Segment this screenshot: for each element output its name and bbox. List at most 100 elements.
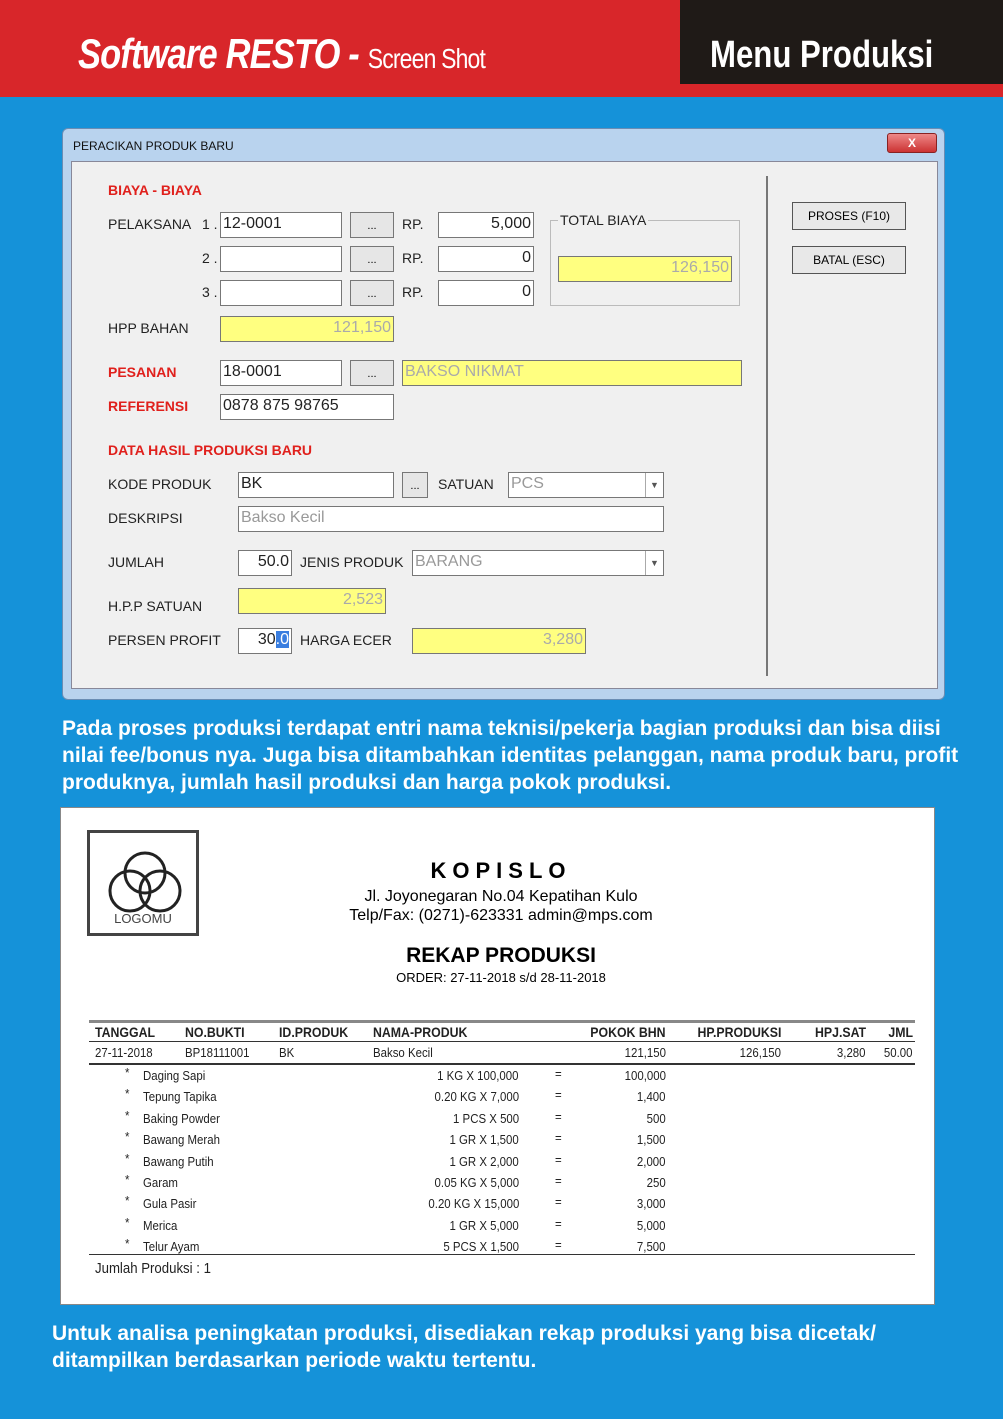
dialog-window: PERACIKAN PRODUK BARU X BIAYA - BIAYA PE…	[62, 128, 945, 700]
dialog-body: BIAYA - BIAYA PELAKSANA 1 . 2 . 3 . 12-0…	[71, 161, 938, 689]
company-address: Jl. Joyonegaran No.04 Kepatihan Kulo	[364, 888, 638, 905]
browse-button[interactable]: ...	[350, 360, 394, 386]
report-period: ORDER: 27-11-2018 s/d 28-11-2018	[396, 970, 606, 985]
table-cell: Bakso Kecil	[373, 1045, 433, 1060]
pelaksana-2-input[interactable]	[220, 246, 342, 272]
rp-label: RP.	[402, 250, 424, 266]
column-header: ID.PRODUK	[279, 1024, 349, 1040]
hasil-heading: DATA HASIL PRODUKSI BARU	[108, 442, 313, 458]
item-name: Bawang Putih	[143, 1153, 214, 1169]
item-total: 7,500	[637, 1239, 666, 1255]
item-qty: 1 PCS X 500	[452, 1110, 519, 1126]
column-header: HP.PRODUKSI	[697, 1024, 781, 1040]
satuan-select[interactable]: PCS ▼	[508, 472, 664, 498]
item-total: 2,000	[637, 1153, 666, 1169]
biaya-heading: BIAYA - BIAYA	[108, 182, 202, 198]
close-button[interactable]: X	[887, 133, 937, 153]
jumlah-input[interactable]: 50.0	[238, 550, 292, 576]
brand-name: Software RESTO	[78, 30, 340, 77]
section-title: Menu Produksi	[710, 34, 934, 76]
item-qty: 0.20 KG X 15,000	[428, 1196, 519, 1212]
equals-sign: =	[555, 1066, 562, 1081]
column-header: JML	[888, 1024, 913, 1040]
company-contact: Telp/Fax: (0271)-623331 admin@mps.com	[349, 907, 653, 924]
hpp-bahan-label: HPP BAHAN	[108, 320, 189, 336]
jenis-select[interactable]: BARANG ▼	[412, 550, 664, 576]
deskripsi-input[interactable]: Bakso Kecil	[238, 506, 664, 532]
item-total: 1,400	[637, 1089, 666, 1105]
table-cell: BP18111001	[185, 1045, 250, 1060]
item-name: Tepung Tapika	[143, 1089, 217, 1105]
hpp-satuan-label: H.P.P SATUAN	[108, 598, 203, 614]
item-total: 3,000	[637, 1196, 666, 1212]
item-name: Baking Powder	[143, 1110, 220, 1126]
bullet: *	[125, 1172, 130, 1187]
pelaksana-1-input[interactable]: 12-0001	[220, 212, 342, 238]
browse-button[interactable]: ...	[350, 246, 394, 272]
bullet: *	[125, 1129, 130, 1145]
persen-value: 30	[257, 631, 276, 648]
column-header: HPJ.SAT	[814, 1024, 866, 1040]
proses-button[interactable]: PROSES (F10)	[792, 202, 906, 230]
rp-3-input[interactable]: 0	[438, 280, 534, 306]
rp-1-input[interactable]: 5,000	[438, 212, 534, 238]
brand-separator: -	[339, 30, 368, 77]
satuan-label: SATUAN	[438, 476, 494, 492]
pesanan-label: PESANAN	[108, 364, 177, 380]
item-qty: 1 KG X 100,000	[437, 1068, 519, 1083]
item-total: 100,000	[624, 1068, 666, 1083]
item-name: Bawang Merah	[143, 1132, 220, 1148]
browse-button[interactable]: ...	[350, 212, 394, 238]
kode-input[interactable]: BK	[238, 472, 394, 498]
bullet: *	[125, 1086, 130, 1102]
equals-sign: =	[555, 1151, 562, 1167]
kode-label: KODE PRODUK	[108, 476, 212, 492]
rp-label: RP.	[402, 284, 424, 300]
table-cell: 3,280	[837, 1045, 866, 1060]
item-qty: 0.20 KG X 7,000	[434, 1089, 519, 1105]
row-num: 3 .	[202, 284, 218, 300]
pesanan-name: BAKSO NIKMAT	[402, 360, 742, 386]
report-panel: LOGOMU KOPISLO Jl. Joyonegaran No.04 Kep…	[60, 807, 935, 1305]
total-biaya-label: TOTAL BIAYA	[558, 212, 649, 228]
column-header: NO.BUKTI	[185, 1024, 245, 1040]
jumlah-label: JUMLAH	[108, 554, 165, 570]
rule	[89, 1041, 915, 1042]
batal-button[interactable]: BATAL (ESC)	[792, 246, 906, 274]
brand-title: Software RESTO - Screen Shot	[78, 30, 486, 78]
pelaksana-3-input[interactable]	[220, 280, 342, 306]
deskripsi-label: DESKRIPSI	[108, 510, 183, 526]
table-cell: 50.00	[884, 1045, 913, 1060]
persen-input[interactable]: 30.0	[238, 628, 292, 654]
description-2: Untuk analisa peningkatan produksi, dise…	[52, 1322, 876, 1372]
item-total: 250	[646, 1175, 666, 1190]
equals-sign: =	[555, 1215, 562, 1231]
item-qty: 1 GR X 1,500	[449, 1132, 519, 1148]
browse-button[interactable]: ...	[350, 280, 394, 306]
chevron-down-icon[interactable]: ▼	[645, 473, 663, 497]
equals-sign: =	[555, 1173, 562, 1188]
browse-button[interactable]: ...	[402, 472, 428, 498]
hpp-satuan-value: 2,523	[238, 588, 386, 614]
rp-label: RP.	[402, 216, 424, 232]
header-section-block	[680, 0, 1003, 84]
chevron-down-icon[interactable]: ▼	[645, 551, 663, 575]
logo-text: LOGOMU	[114, 911, 172, 926]
report-footer: Jumlah Produksi : 1	[95, 1260, 211, 1277]
rule	[89, 1254, 915, 1255]
jenis-label: JENIS PRODUK	[300, 554, 404, 570]
table-cell: 121,150	[624, 1045, 666, 1060]
brand-subtitle: Screen Shot	[367, 43, 486, 74]
satuan-value: PCS	[511, 475, 544, 492]
dialog-title: PERACIKAN PRODUK BARU	[73, 139, 234, 153]
equals-sign: =	[555, 1108, 562, 1124]
rule	[89, 1020, 915, 1023]
equals-sign: =	[555, 1130, 562, 1146]
rp-2-input[interactable]: 0	[438, 246, 534, 272]
pesanan-input[interactable]: 18-0001	[220, 360, 342, 386]
divider	[766, 176, 768, 676]
jenis-value: BARANG	[415, 553, 483, 570]
item-total: 5,000	[637, 1217, 666, 1233]
referensi-input[interactable]: 0878 875 98765	[220, 394, 394, 420]
item-total: 1,500	[637, 1132, 666, 1148]
